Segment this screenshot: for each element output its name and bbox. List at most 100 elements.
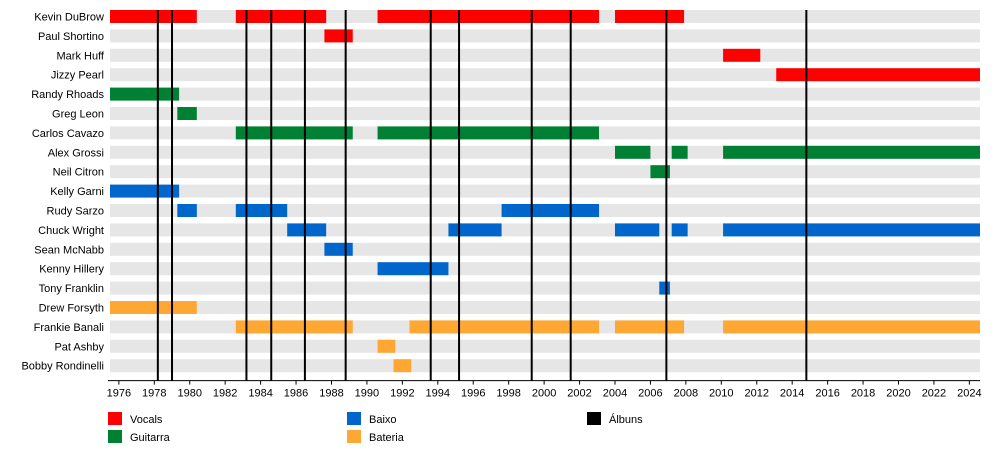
bar-mark-huff-vocals-1 (723, 48, 761, 62)
member-label-frankie-banali: Frankie Banali (34, 322, 104, 334)
bar-drew-forsyth-drums-1 (110, 301, 197, 314)
bar-chuck-wright-bass-2 (448, 223, 502, 237)
legend-swatch-guitar (108, 430, 122, 443)
x-tick-label-1996: 1996 (461, 388, 485, 400)
x-tick-label-2024: 2024 (957, 388, 981, 400)
bar-kelly-garni-bass-1 (110, 184, 180, 198)
x-tick-label-1984: 1984 (248, 388, 272, 400)
x-tick-label-1986: 1986 (284, 388, 308, 400)
bar-kevin-dubrow-vocals-3 (377, 10, 600, 23)
legend-swatch-albums (587, 412, 601, 425)
member-label-paul-shortino: Paul Shortino (38, 31, 104, 43)
membership-bars (110, 10, 980, 373)
row-stripe-paul-shortino (110, 29, 980, 43)
bar-kenny-hillery-bass-1 (377, 262, 449, 276)
legend-label-bass: Baixo (369, 414, 397, 426)
legend-swatch-drums (347, 430, 361, 443)
x-tick-label-1976: 1976 (107, 388, 131, 400)
x-tick-label-1980: 1980 (177, 388, 201, 400)
member-label-sean-mcnabb: Sean McNabb (34, 244, 104, 256)
bar-chuck-wright-bass-3 (614, 223, 660, 237)
x-tick-label-2020: 2020 (886, 388, 910, 400)
row-stripe-drew-forsyth (110, 301, 980, 314)
x-tick-label-1990: 1990 (355, 388, 379, 400)
x-tick-label-1988: 1988 (319, 388, 343, 400)
album-lines (156, 10, 808, 381)
x-tick-label-2012: 2012 (744, 388, 768, 400)
row-stripe-randy-rhoads (110, 87, 980, 101)
member-label-kelly-garni: Kelly Garni (50, 186, 104, 198)
x-tick-label-2004: 2004 (603, 388, 627, 400)
member-label-kevin-dubrow: Kevin DuBrow (34, 12, 104, 24)
bar-jizzy-pearl-vocals-1 (776, 68, 980, 82)
legend: Vocals Guitarra Baixo Bateria Álbuns (108, 412, 643, 444)
bar-alex-grossi-guitar-2 (671, 145, 688, 159)
member-label-drew-forsyth: Drew Forsyth (39, 303, 104, 315)
member-label-alex-grossi: Alex Grossi (48, 147, 104, 159)
x-tick-label-2018: 2018 (851, 388, 875, 400)
x-tick-label-2006: 2006 (638, 388, 662, 400)
bar-kevin-dubrow-vocals-1 (110, 10, 197, 23)
bar-frankie-banali-drums-3 (614, 320, 685, 334)
member-label-carlos-cavazo: Carlos Cavazo (32, 128, 104, 140)
row-stripe-tony-franklin (110, 281, 980, 295)
bar-frankie-banali-drums-1 (235, 320, 353, 334)
member-label-mark-huff: Mark Huff (57, 50, 105, 62)
bar-chuck-wright-bass-5 (723, 223, 980, 237)
x-tick-label-2010: 2010 (709, 388, 733, 400)
member-label-randy-rhoads: Randy Rhoads (31, 89, 104, 101)
row-stripe-pat-ashby (110, 339, 980, 353)
bar-alex-grossi-guitar-1 (614, 145, 651, 159)
bar-kevin-dubrow-vocals-2 (235, 10, 327, 23)
member-label-rudy-sarzo: Rudy Sarzo (47, 206, 104, 218)
row-stripe-kenny-hillery (110, 262, 980, 276)
bar-frankie-banali-drums-2 (409, 320, 600, 334)
legend-swatch-vocals (108, 412, 122, 425)
row-stripe-greg-leon (110, 107, 980, 120)
legend-label-drums: Bateria (369, 432, 405, 444)
bar-frankie-banali-drums-4 (723, 320, 980, 334)
row-stripe-jizzy-pearl (110, 68, 980, 82)
bar-carlos-cavazo-guitar-2 (377, 126, 600, 140)
bar-kevin-dubrow-vocals-4 (614, 10, 685, 23)
x-tick-label-1998: 1998 (496, 388, 520, 400)
x-tick-label-2008: 2008 (674, 388, 698, 400)
bar-neil-citron-guitar-1 (650, 165, 670, 179)
row-stripe-bobby-rondinelli (110, 359, 980, 373)
x-tick-label-2002: 2002 (567, 388, 591, 400)
member-label-chuck-wright: Chuck Wright (38, 225, 104, 237)
x-tick-label-1978: 1978 (142, 388, 166, 400)
bar-randy-rhoads-guitar-1 (110, 87, 180, 101)
member-label-kenny-hillery: Kenny Hillery (39, 264, 104, 276)
bar-chuck-wright-bass-1 (287, 223, 327, 237)
bar-pat-ashby-drums-1 (377, 339, 396, 353)
legend-label-vocals: Vocals (130, 414, 163, 426)
member-label-pat-ashby: Pat Ashby (54, 341, 104, 353)
legend-label-albums: Álbuns (609, 413, 643, 426)
x-tick-label-2022: 2022 (922, 388, 946, 400)
member-labels: Kevin DuBrow Paul Shortino Mark Huff Jizzy … (21, 12, 104, 373)
legend-label-guitar: Guitarra (130, 432, 171, 444)
member-label-tony-franklin: Tony Franklin (39, 283, 104, 295)
x-tick-label-1992: 1992 (390, 388, 414, 400)
x-tick-label-2016: 2016 (815, 388, 839, 400)
bar-chuck-wright-bass-4 (671, 223, 688, 237)
legend-swatch-bass (347, 412, 361, 425)
member-label-bobby-rondinelli: Bobby Rondinelli (21, 361, 104, 373)
x-tick-label-1994: 1994 (426, 388, 450, 400)
row-stripe-sean-mcnabb (110, 242, 980, 256)
bar-sean-mcnabb-bass-1 (324, 242, 353, 256)
member-label-neil-citron: Neil Citron (53, 167, 104, 179)
bar-paul-shortino-vocals-1 (324, 29, 353, 43)
bar-bobby-rondinelli-drums-1 (393, 359, 412, 373)
x-tick-label-2000: 2000 (532, 388, 556, 400)
x-tick-label-1982: 1982 (213, 388, 237, 400)
row-stripe-neil-citron (110, 165, 980, 179)
x-tick-label-2014: 2014 (780, 388, 804, 400)
bar-rudy-sarzo-bass-2 (235, 204, 288, 217)
bar-rudy-sarzo-bass-1 (177, 204, 197, 217)
x-axis: 1976 1978 1980 1982 1984 1986 1988 1990 1992 1994… (107, 380, 982, 400)
bar-carlos-cavazo-guitar-1 (235, 126, 353, 140)
bar-tony-franklin-bass-1 (659, 281, 670, 295)
